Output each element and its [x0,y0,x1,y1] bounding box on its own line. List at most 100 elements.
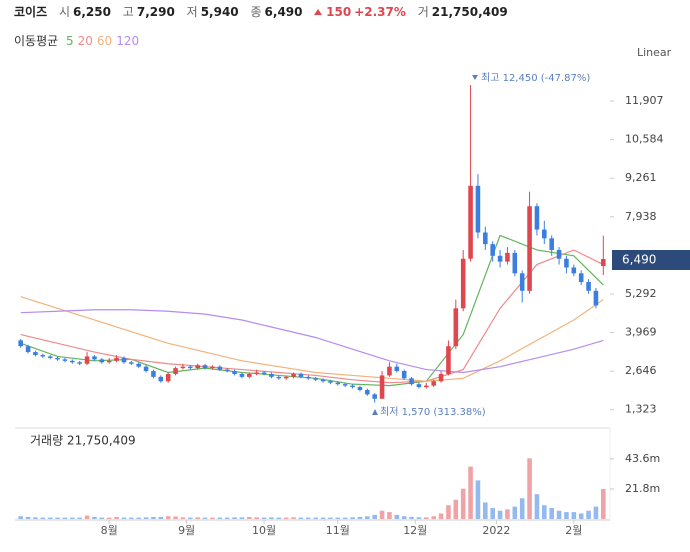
high-marker [472,75,478,80]
candle-body [468,185,473,259]
volume-bar [601,489,606,519]
volume-bar [372,514,377,519]
candle-body [534,206,540,230]
x-tick-label: 12월 [403,524,427,537]
quote-header: 코이즈 시 6,250 고 7,290 저 5,940 종 6,490 150 +2.37… [14,3,516,20]
candle-body [571,267,577,274]
candle-body [18,340,23,347]
candle-body [158,376,164,382]
volume-bar [453,499,459,519]
candle-body [512,252,518,274]
candle-body [335,382,341,385]
volume-bar [25,516,31,519]
candle-body [291,373,296,377]
candle-body [483,232,488,245]
volume-bar [254,517,259,519]
candle-body [298,373,304,377]
volume-bar [431,516,436,519]
candle-body [269,373,274,377]
legend-entry: 20 [77,34,93,48]
candle-body [394,366,400,372]
candle-body [55,357,60,360]
candle-body [173,368,178,374]
volume-bar [416,517,422,519]
y-tick-label: 2,646 [625,364,657,377]
candle-body [84,356,90,364]
candle-body [578,273,584,283]
legend-entry: 5 [66,34,74,48]
volume-bar [136,517,141,519]
candle-body [210,366,215,369]
y-tick-label: 7,938 [625,210,657,223]
volume-bar [571,512,577,519]
volume-label: 거 [417,5,429,19]
y2-tick-label: 21.8m [625,482,660,495]
volume-bar [387,512,392,519]
volume-value: 21,750,409 [431,5,508,19]
volume-bar [106,517,112,519]
volume-bar [401,516,407,519]
volume-bar [542,505,547,519]
volume-bar [121,517,127,519]
volume-bar [291,517,296,519]
candle-body [33,352,38,355]
volume-bar [534,494,540,519]
candle-body [387,366,392,376]
volume-bar [239,517,245,519]
volume-bar [379,510,385,519]
candle-body [77,362,82,364]
candle-body [165,373,171,382]
x-tick-label: 10월 [252,524,276,537]
last-price-tag [612,250,690,270]
volume-bar [261,517,267,519]
candle-body [224,369,230,372]
high-label: 고 [122,5,134,19]
volume-bar [180,517,186,519]
open-label: 시 [58,5,70,19]
legend-entry: 120 [116,34,140,48]
volume-bar [519,498,525,519]
candle-body [106,360,112,363]
candle-body [283,376,289,379]
candle-body [70,360,75,363]
volume-bar [224,517,230,519]
volume-bar [269,517,274,519]
volume-bar [129,517,134,519]
candle-body [497,255,503,262]
volume-bar [84,515,90,519]
x-tick-label: 8월 [101,524,118,537]
volume-bar [18,516,23,519]
volume-bar [394,514,400,519]
volume-bar [70,517,75,519]
close-value: 6,490 [264,5,303,19]
candle-body [460,258,466,309]
volume-bar [62,517,68,519]
volume-bar [210,517,215,519]
volume-bar [232,517,237,519]
low-annotation: 최저 1,570 (313.38%) [380,406,486,418]
candle-body [350,385,355,388]
volume-bar [47,517,53,519]
candle-body [601,259,606,267]
candle-body [217,366,223,370]
volume-bar [298,517,304,519]
y-tick-label: 10,584 [625,133,664,146]
candle-body [92,356,97,360]
high-value: 7,290 [136,5,175,19]
low-marker [372,409,378,415]
candle-body [586,282,591,291]
candle-body [202,365,208,369]
candle-body [379,375,385,399]
up-arrow [314,9,323,15]
candle-body [372,394,377,399]
candle-body [328,381,333,383]
y2-tick-label: 43.6m [625,452,660,465]
candle-body [475,185,481,233]
volume-bar [188,517,193,519]
candle-body [505,252,510,262]
ma-line [20,249,604,384]
volume-bar [99,517,105,519]
ma-legend-title: 이동평균 [14,34,59,48]
